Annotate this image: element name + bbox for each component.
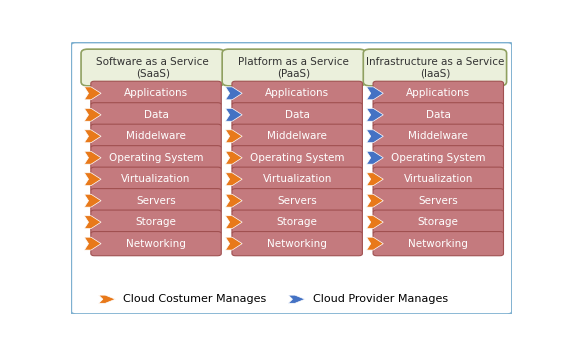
Polygon shape (84, 130, 101, 143)
Text: Applications: Applications (265, 88, 329, 98)
Text: Networking: Networking (409, 239, 468, 249)
Polygon shape (225, 216, 242, 229)
Text: Data: Data (426, 110, 451, 120)
Text: Virtualization: Virtualization (121, 174, 191, 184)
Text: Operating System: Operating System (250, 153, 344, 163)
Polygon shape (366, 216, 384, 229)
Polygon shape (288, 295, 305, 303)
Text: Data: Data (284, 110, 310, 120)
Text: Networking: Networking (267, 239, 327, 249)
FancyBboxPatch shape (232, 146, 362, 170)
Text: Virtualization: Virtualization (262, 174, 332, 184)
Text: Virtualization: Virtualization (403, 174, 473, 184)
FancyBboxPatch shape (373, 81, 504, 106)
Text: Networking: Networking (126, 239, 186, 249)
FancyBboxPatch shape (232, 103, 362, 127)
Text: Servers: Servers (136, 196, 176, 206)
FancyBboxPatch shape (232, 81, 362, 106)
Text: Servers: Servers (277, 196, 317, 206)
FancyBboxPatch shape (81, 49, 224, 86)
Text: Storage: Storage (135, 217, 176, 227)
Polygon shape (84, 237, 101, 250)
Polygon shape (225, 237, 242, 250)
FancyBboxPatch shape (363, 49, 506, 86)
Text: Cloud Provider Manages: Cloud Provider Manages (313, 294, 448, 304)
Polygon shape (225, 151, 242, 164)
Polygon shape (84, 151, 101, 164)
Polygon shape (366, 237, 384, 250)
Text: Platform as a Service
(PaaS): Platform as a Service (PaaS) (238, 57, 349, 78)
FancyBboxPatch shape (232, 167, 362, 191)
Text: Middelware: Middelware (267, 131, 327, 141)
FancyBboxPatch shape (373, 124, 504, 148)
Polygon shape (84, 173, 101, 186)
FancyBboxPatch shape (232, 189, 362, 213)
FancyBboxPatch shape (91, 210, 221, 234)
Polygon shape (84, 194, 101, 207)
Polygon shape (84, 216, 101, 229)
Polygon shape (225, 130, 242, 143)
FancyBboxPatch shape (373, 189, 504, 213)
Text: Middelware: Middelware (409, 131, 468, 141)
FancyBboxPatch shape (91, 146, 221, 170)
FancyBboxPatch shape (71, 42, 512, 314)
Polygon shape (366, 173, 384, 186)
Text: Operating System: Operating System (109, 153, 203, 163)
Polygon shape (225, 173, 242, 186)
Text: Storage: Storage (277, 217, 318, 227)
FancyBboxPatch shape (91, 232, 221, 256)
Polygon shape (366, 108, 384, 121)
Polygon shape (366, 151, 384, 164)
Polygon shape (225, 108, 242, 121)
FancyBboxPatch shape (91, 189, 221, 213)
Text: Cloud Costumer Manages: Cloud Costumer Manages (123, 294, 266, 304)
Polygon shape (366, 87, 384, 100)
Polygon shape (98, 295, 116, 303)
FancyBboxPatch shape (222, 49, 365, 86)
FancyBboxPatch shape (91, 103, 221, 127)
Text: Data: Data (143, 110, 168, 120)
FancyBboxPatch shape (373, 232, 504, 256)
FancyBboxPatch shape (373, 167, 504, 191)
FancyBboxPatch shape (91, 124, 221, 148)
FancyBboxPatch shape (91, 81, 221, 106)
Text: Applications: Applications (124, 88, 188, 98)
Text: Storage: Storage (418, 217, 459, 227)
Polygon shape (366, 130, 384, 143)
FancyBboxPatch shape (232, 124, 362, 148)
Polygon shape (225, 87, 242, 100)
Text: Middelware: Middelware (126, 131, 186, 141)
FancyBboxPatch shape (373, 210, 504, 234)
Text: Infrastructure as a Service
(IaaS): Infrastructure as a Service (IaaS) (366, 57, 504, 78)
FancyBboxPatch shape (373, 103, 504, 127)
FancyBboxPatch shape (232, 232, 362, 256)
FancyBboxPatch shape (91, 167, 221, 191)
Text: Servers: Servers (418, 196, 458, 206)
Text: Software as a Service
(SaaS): Software as a Service (SaaS) (96, 57, 209, 78)
Polygon shape (84, 87, 101, 100)
Polygon shape (366, 194, 384, 207)
FancyBboxPatch shape (232, 210, 362, 234)
Polygon shape (225, 194, 242, 207)
Text: Operating System: Operating System (391, 153, 485, 163)
FancyBboxPatch shape (373, 146, 504, 170)
Polygon shape (84, 108, 101, 121)
Text: Applications: Applications (406, 88, 471, 98)
